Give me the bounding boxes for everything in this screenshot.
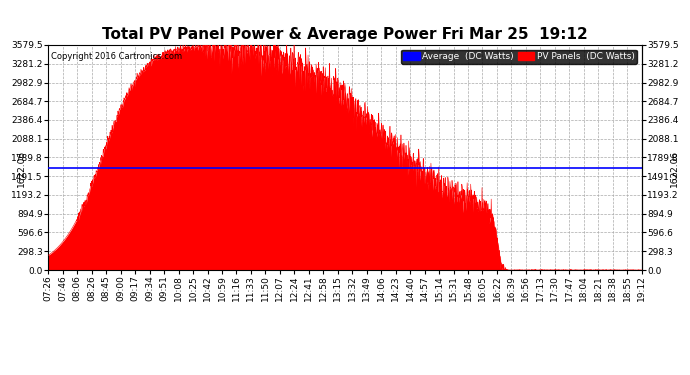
- Title: Total PV Panel Power & Average Power Fri Mar 25  19:12: Total PV Panel Power & Average Power Fri…: [102, 27, 588, 42]
- Legend: Average  (DC Watts), PV Panels  (DC Watts): Average (DC Watts), PV Panels (DC Watts): [401, 50, 637, 64]
- Text: Copyright 2016 Cartronics.com: Copyright 2016 Cartronics.com: [51, 52, 182, 61]
- Text: 1622.06: 1622.06: [670, 150, 679, 187]
- Text: 1622.06: 1622.06: [17, 150, 26, 187]
